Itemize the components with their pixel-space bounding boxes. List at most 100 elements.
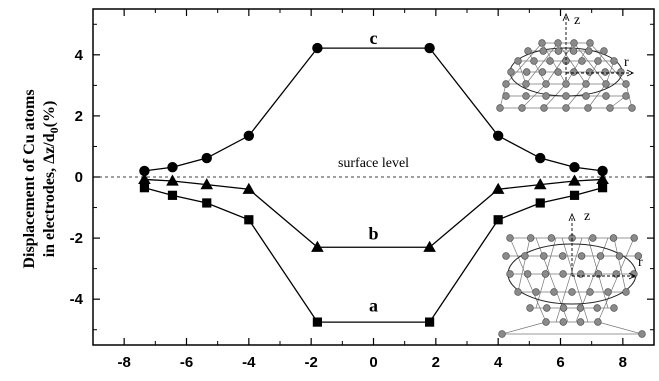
atom-sphere [522,68,531,76]
atom-sphere [514,288,522,296]
y-tick-label: 2 [75,108,83,125]
x-tick-label: 0 [369,354,377,371]
x-tick-label: -4 [242,354,256,371]
series-c-point [201,152,212,164]
series-b [138,172,609,252]
inset-bottom-atoms [498,234,646,338]
atom-sphere [596,252,605,260]
atom-sphere [498,330,506,338]
atom-sphere [615,252,624,260]
atom-sphere [638,330,646,338]
atom-sphere [542,80,550,88]
atom-sphere [600,47,608,55]
atom-sphere [570,68,578,76]
series-a-line [144,187,603,323]
atom-sphere [540,104,548,112]
atom-sphere [524,47,532,55]
series-c-point [492,130,504,141]
atom-sphere [609,234,618,242]
atom-sphere [539,47,547,55]
atom-sphere [554,47,563,55]
atom-sphere [576,304,585,312]
atom-sphere [582,80,590,88]
atom-sphere [628,104,636,112]
atom-sphere [562,104,570,112]
atom-sphere [622,288,630,296]
atom-sphere [558,252,567,260]
atom-sphere [514,57,522,65]
atom-sphere [594,270,603,278]
atom-sphere [586,288,594,296]
series-c-point [167,162,178,173]
series-b-point [242,182,256,194]
inset-top-atom-cluster: z r [496,12,636,112]
atom-sphere [540,252,548,260]
atom-sphere [530,57,538,65]
x-tick-label: -8 [117,354,130,371]
y-tick-label: 4 [75,47,84,64]
atom-sphere [542,92,550,100]
atom-sphere [541,270,550,278]
series-c-line [144,47,603,172]
atom-sphere [594,318,602,326]
inset-bottom-lattice [501,237,643,335]
atom-sphere [586,39,594,47]
atom-sphere [559,304,568,312]
inset-top-z-label: z [574,13,580,28]
series-b-point [138,172,151,185]
atom-sphere [526,304,534,312]
atom-sphere [506,270,514,278]
atom-sphere [526,234,535,242]
series-c-point [424,42,435,54]
atom-sphere [594,57,602,65]
axis-tick-labels: -8 -6 -4 -2 0 2 4 6 8 -4 -2 0 2 4 [70,47,627,371]
y-axis-label: Displacement of Cu atoms in electrodes, … [21,89,61,268]
atom-sphere [550,288,558,296]
y-axis-label-line2-sub: 0 [47,127,61,133]
atom-sphere [554,68,562,76]
series-a [139,183,608,327]
series-a-point [493,215,503,225]
inset-top-z-arrow [562,12,570,22]
atom-sphere [585,68,594,76]
atom-sphere [577,252,586,260]
inset-bottom-r-label: r [638,255,643,270]
x-tick-label: 4 [494,354,503,371]
atom-sphere [502,92,510,100]
series-c-point [597,165,608,177]
atom-sphere [617,68,625,76]
series-b-point [568,174,581,186]
series-b-point [423,240,436,252]
series-c-point [535,152,546,164]
atom-sphere [602,92,610,100]
atom-sphere [601,68,609,76]
y-tick-label: -4 [70,291,84,308]
atom-sphere [547,234,556,242]
atom-sphere [538,68,547,76]
x-tick-label: 6 [556,354,564,371]
curve-labels: c b a [368,28,378,315]
series-c [139,42,608,177]
atom-sphere [506,234,514,242]
atom-sphere [568,288,576,296]
atom-sphere [522,80,530,88]
inset-bottom-z-label: z [584,209,590,224]
y-axis-label-line2-suffix: (%) [41,101,58,128]
series-c-point [243,130,255,141]
atom-sphere [543,304,551,312]
atom-sphere [602,80,610,88]
atom-sphere [532,288,540,296]
atom-sphere [569,47,578,55]
surface-level-label: surface level [338,156,409,171]
series-a-point [139,183,150,193]
atom-sphere [502,80,510,88]
atom-sphere [522,92,530,100]
curve-label-c: c [370,28,378,48]
atom-sphere [589,234,597,242]
inset-bottom-z-arrow [568,212,576,222]
atom-sphere [570,39,578,47]
series-a-point [312,317,322,327]
atom-sphere [604,288,612,296]
series-c-point [139,165,150,177]
